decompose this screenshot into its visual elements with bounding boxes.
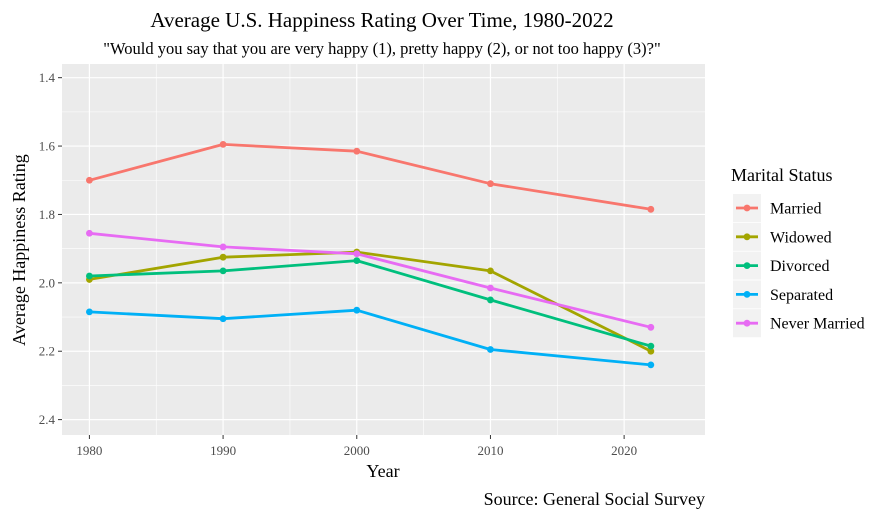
x-tick-label: 1990 (210, 443, 236, 458)
x-tick-label: 1980 (76, 443, 102, 458)
x-axis-title: Year (366, 461, 399, 481)
legend-label-never-married: Never Married (770, 316, 865, 333)
legend-key-point-divorced (743, 262, 751, 269)
y-tick-label: 2.0 (39, 275, 55, 290)
x-tick-label: 2010 (477, 443, 503, 458)
data-point-separated (353, 306, 361, 314)
data-point-married (353, 147, 361, 155)
series-layer (86, 140, 655, 369)
legend-key-point-separated (743, 291, 751, 298)
legend: Marital Status Married Widowed Divorced Sep… (731, 165, 865, 338)
data-point-separated (86, 308, 93, 316)
legend-title: Marital Status (731, 165, 833, 185)
data-point-separated (219, 315, 227, 323)
data-point-separated (487, 346, 494, 353)
data-point-divorced (219, 267, 227, 275)
plot-panel (62, 64, 705, 435)
data-point-divorced (86, 272, 93, 280)
y-tick-label: 2.4 (39, 412, 56, 427)
y-tick-label: 1.6 (39, 139, 56, 154)
data-point-widowed (487, 267, 494, 275)
legend-label-divorced: Divorced (770, 258, 830, 275)
y-tick-label: 1.4 (39, 70, 56, 85)
x-tick-label: 2000 (344, 443, 370, 458)
data-point-never-married (647, 323, 655, 331)
legend-label-separated: Separated (770, 287, 833, 304)
legend-label-married: Married (770, 201, 822, 218)
data-point-never-married (487, 284, 494, 292)
data-point-widowed (219, 253, 227, 261)
chart-subtitle: "Would you say that you are very happy (… (103, 39, 660, 58)
y-axis-title: Average Happiness Rating (9, 154, 29, 346)
data-point-widowed (647, 347, 655, 355)
data-point-married (86, 176, 93, 184)
data-point-never-married (219, 243, 227, 251)
data-point-divorced (647, 342, 655, 350)
legend-key-point-married (743, 204, 751, 212)
y-tick-label: 2.2 (39, 344, 55, 359)
y-tick-label: 1.8 (39, 207, 55, 222)
data-point-never-married (86, 229, 93, 237)
data-point-married (487, 180, 494, 188)
chart-title: Average U.S. Happiness Rating Over Time,… (150, 8, 613, 32)
legend-key-point-never-married (743, 319, 751, 327)
chart-caption: Source: General Social Survey (484, 489, 705, 509)
x-axis: 1980 1990 2000 2010 2020 (76, 435, 637, 458)
data-point-separated (647, 361, 655, 369)
data-point-married (647, 205, 655, 213)
data-point-married (219, 140, 227, 148)
data-point-never-married (353, 250, 361, 258)
legend-label-widowed: Widowed (770, 229, 832, 246)
data-point-divorced (353, 257, 361, 265)
x-tick-label: 2020 (611, 443, 637, 458)
y-axis: 1.4 1.6 1.8 2.0 2.2 2.4 (39, 70, 62, 427)
legend-key-point-widowed (743, 233, 751, 241)
data-point-divorced (487, 296, 494, 304)
